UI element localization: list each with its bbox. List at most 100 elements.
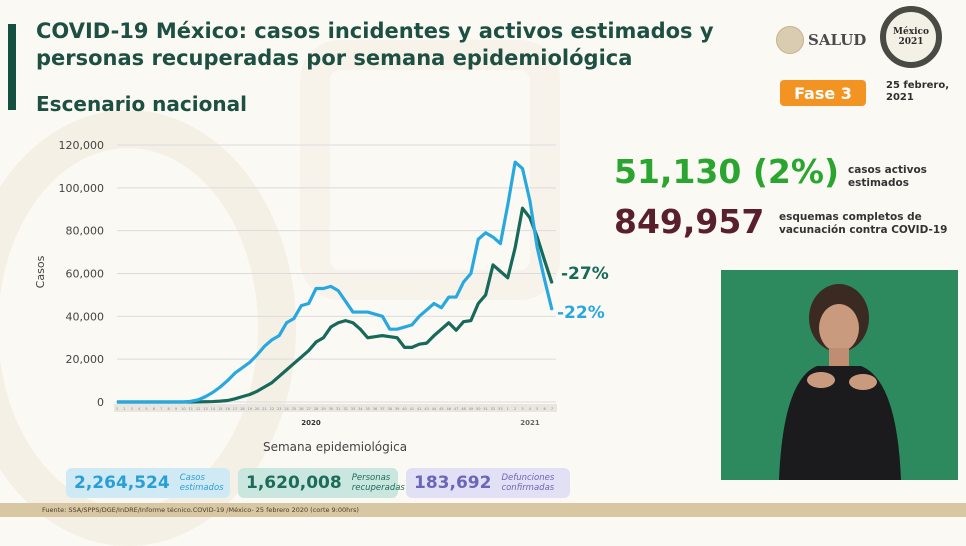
x-tick-label: 4: [138, 407, 141, 411]
data-point: [344, 320, 347, 322]
x-tick-label: 15: [218, 407, 222, 411]
data-point: [440, 307, 443, 309]
data-point: [433, 335, 435, 337]
x-tick-label: 41: [410, 407, 414, 411]
active-cases-label: casos activos estimados: [848, 164, 927, 190]
data-point: [499, 270, 501, 272]
active-cases-line: [117, 206, 554, 404]
year-label-2021: 2021: [520, 419, 540, 427]
x-tick-label: 37: [380, 407, 384, 411]
x-tick-label: 39: [395, 407, 399, 411]
x-tick-label: 33: [351, 407, 355, 411]
vaccination-value: 849,957: [614, 202, 765, 241]
data-point: [300, 356, 302, 358]
x-tick-label: 18: [240, 407, 244, 411]
data-point: [403, 346, 406, 348]
data-point: [197, 401, 199, 403]
x-tick-label: 28: [314, 407, 318, 411]
cases-line-chart: 020,00040,00060,00080,000100,000120,000 …: [34, 139, 609, 454]
x-tick-label: 8: [167, 407, 169, 411]
data-point: [426, 342, 428, 344]
data-point: [271, 382, 273, 384]
data-point: [226, 399, 229, 402]
x-tick-label: 6: [153, 407, 155, 411]
x-tick-label: 13: [203, 407, 207, 411]
data-point: [514, 161, 516, 163]
data-point: [455, 296, 457, 298]
label-line: vacunación contra COVID-19: [779, 224, 948, 236]
x-tick-label: 17: [233, 407, 237, 411]
data-point: [492, 264, 494, 266]
x-tick-label: 3: [131, 407, 133, 411]
data-point: [403, 326, 406, 328]
y-tick-label: 120,000: [59, 139, 105, 152]
data-point: [359, 311, 361, 313]
x-tick-label: 25: [292, 407, 296, 411]
x-tick-label: 31: [336, 407, 340, 411]
x-tick-label: 9: [175, 407, 177, 411]
data-point: [536, 247, 538, 249]
data-point: [411, 324, 413, 326]
date-line: 2021: [886, 92, 914, 103]
x-tick-label: 53: [498, 407, 502, 411]
x-tick-label: 3: [521, 407, 523, 411]
salud-logo-text: SALUD: [808, 31, 867, 49]
data-point: [278, 335, 280, 337]
data-point: [271, 339, 273, 341]
data-point: [285, 369, 288, 371]
data-point: [226, 379, 229, 382]
x-tick-label: 1: [116, 407, 118, 411]
x-tick-label: 42: [417, 407, 421, 411]
data-point: [359, 328, 361, 330]
x-tick-label: 20: [255, 407, 259, 411]
date-line: 25 febrero,: [886, 80, 950, 91]
data-point: [322, 287, 325, 290]
x-tick-label: 26: [299, 407, 303, 411]
incident-change-label: -22%: [557, 303, 605, 323]
data-point: [123, 401, 125, 403]
data-point: [315, 287, 317, 290]
y-tick-label: 60,000: [66, 268, 105, 281]
data-point: [131, 401, 133, 403]
data-point: [330, 326, 332, 328]
data-point: [544, 260, 546, 262]
x-tick-label: 44: [432, 407, 437, 411]
x-tick-label: 52: [491, 407, 495, 411]
data-point: [462, 281, 465, 283]
x-tick-label: 38: [388, 407, 392, 411]
interpreter-silhouette: [779, 284, 901, 480]
data-point: [529, 217, 531, 219]
data-point: [470, 320, 472, 322]
x-tick-label: 22: [270, 407, 274, 411]
y-tick-label: 0: [97, 396, 104, 409]
data-point: [477, 238, 479, 240]
card-label: Personas recuperadas: [351, 473, 405, 493]
data-point: [285, 322, 288, 324]
data-point: [396, 328, 398, 330]
data-point: [521, 207, 524, 209]
x-tick-label: 11: [188, 407, 192, 411]
mexico-2021-logo: México 2021: [880, 6, 942, 68]
active-cases-value: 51,130 (2%): [614, 152, 840, 191]
source-footer: Fuente: SSA/SPPS/DGE/InDRE/Informe técni…: [0, 503, 966, 517]
data-point: [308, 350, 310, 352]
x-axis-band: [114, 404, 557, 412]
data-point: [278, 375, 280, 377]
data-point: [212, 400, 214, 403]
x-tick-label: 40: [402, 407, 406, 411]
data-point: [521, 167, 524, 170]
x-tick-label: 4: [529, 407, 532, 411]
data-point: [367, 337, 369, 339]
data-point: [381, 335, 384, 337]
data-point: [212, 391, 214, 393]
data-point: [219, 386, 221, 388]
data-point: [182, 401, 184, 403]
data-point: [389, 328, 391, 330]
sign-language-interpreter-video: [721, 270, 958, 480]
x-tick-label: 46: [447, 407, 451, 411]
x-tick-label: 5: [145, 407, 147, 411]
label-line: casos activos: [848, 164, 927, 176]
data-point: [293, 362, 295, 365]
data-point: [249, 393, 251, 396]
x-tick-label: 23: [277, 407, 281, 411]
